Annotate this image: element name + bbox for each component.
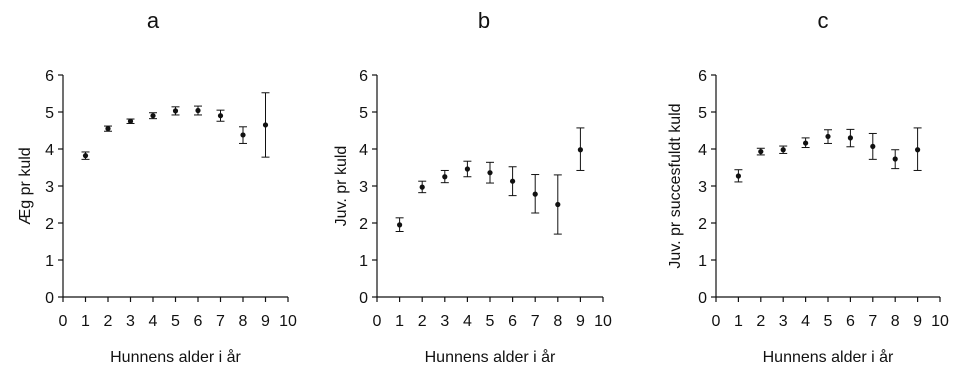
x-tick-label: 8 — [891, 313, 900, 330]
data-point — [577, 147, 584, 153]
y-tick-label: 4 — [698, 142, 707, 159]
x-tick-label: 5 — [486, 313, 495, 330]
x-tick-label: 2 — [756, 313, 765, 330]
y-axis-title: Æg pr kuld — [17, 147, 34, 224]
y-tick-label: 1 — [45, 253, 54, 270]
y-axis-title: Juv. pr kuld — [333, 146, 350, 227]
y-tick-label: 2 — [359, 216, 368, 233]
y-tick-label: 3 — [698, 179, 707, 196]
data-point — [825, 133, 831, 140]
x-tick-label: 3 — [126, 313, 135, 330]
panel-letter: a — [147, 8, 160, 33]
data-point — [442, 174, 448, 180]
x-tick-label: 9 — [576, 313, 585, 330]
x-tick-label: 9 — [261, 313, 270, 330]
data-point — [127, 118, 134, 124]
x-tick-label: 4 — [801, 313, 810, 330]
x-tick-label: 10 — [279, 313, 297, 330]
y-tick-label: 2 — [698, 216, 707, 233]
data-point — [532, 191, 538, 197]
data-point — [487, 170, 493, 176]
x-tick-label: 4 — [149, 313, 158, 330]
y-tick-label: 1 — [698, 253, 707, 270]
x-tick-label: 4 — [463, 313, 472, 330]
data-point — [780, 147, 786, 153]
x-tick-label: 7 — [531, 313, 540, 330]
x-tick-label: 0 — [373, 313, 382, 330]
x-tick-label: 0 — [59, 313, 68, 330]
y-tick-label: 6 — [45, 68, 54, 85]
x-tick-label: 8 — [239, 313, 248, 330]
x-axis-title: Hunnens alder i år — [425, 348, 556, 366]
data-point — [509, 178, 516, 184]
x-tick-label: 2 — [104, 313, 113, 330]
x-tick-label: 6 — [846, 313, 855, 330]
data-point — [105, 126, 111, 132]
y-tick-label: 5 — [359, 105, 368, 122]
data-point — [419, 184, 425, 190]
data-point — [217, 113, 224, 119]
data-point — [847, 135, 854, 141]
data-point — [758, 148, 764, 155]
data-point — [892, 156, 898, 162]
y-axis-title: Juv. pr succesfuldt kuld — [667, 103, 684, 268]
panel-letter: b — [478, 8, 490, 33]
y-tick-label: 4 — [45, 142, 54, 159]
y-tick-label: 1 — [359, 253, 368, 270]
x-tick-label: 3 — [779, 313, 788, 330]
data-point — [464, 166, 470, 172]
x-tick-label: 7 — [868, 313, 877, 330]
x-tick-label: 6 — [508, 313, 517, 330]
x-tick-label: 1 — [81, 313, 90, 330]
data-point — [915, 147, 921, 153]
y-tick-label: 0 — [45, 290, 54, 307]
y-tick-label: 5 — [698, 105, 707, 122]
x-tick-label: 10 — [931, 313, 949, 330]
x-tick-label: 3 — [440, 313, 449, 330]
data-point — [150, 113, 156, 119]
x-tick-label: 6 — [194, 313, 203, 330]
y-tick-label: 3 — [359, 179, 368, 196]
x-tick-label: 1 — [395, 313, 404, 330]
x-axis-title: Hunnens alder i år — [763, 348, 894, 366]
data-point — [195, 107, 201, 114]
y-tick-label: 3 — [45, 179, 54, 196]
x-tick-label: 10 — [594, 313, 612, 330]
data-point — [803, 140, 809, 146]
x-tick-label: 7 — [216, 313, 225, 330]
data-point — [172, 108, 179, 114]
data-point — [397, 222, 403, 228]
x-axis-title: Hunnens alder i år — [110, 348, 241, 366]
data-point — [735, 173, 742, 179]
y-tick-label: 5 — [45, 105, 54, 122]
data-point — [555, 201, 561, 208]
y-tick-label: 6 — [359, 68, 368, 85]
y-tick-label: 0 — [698, 290, 707, 307]
data-point — [240, 132, 246, 138]
x-tick-label: 2 — [418, 313, 427, 330]
panel-letter: c — [818, 8, 829, 33]
x-tick-label: 5 — [824, 313, 833, 330]
x-tick-label: 0 — [712, 313, 721, 330]
y-tick-label: 0 — [359, 290, 368, 307]
x-tick-label: 1 — [734, 313, 743, 330]
y-tick-label: 6 — [698, 68, 707, 85]
x-tick-label: 8 — [553, 313, 562, 330]
data-point — [82, 153, 89, 159]
y-tick-label: 2 — [45, 216, 54, 233]
data-point — [870, 143, 876, 150]
y-tick-label: 4 — [359, 142, 368, 159]
x-tick-label: 9 — [913, 313, 922, 330]
data-point — [262, 122, 269, 128]
x-tick-label: 5 — [171, 313, 180, 330]
